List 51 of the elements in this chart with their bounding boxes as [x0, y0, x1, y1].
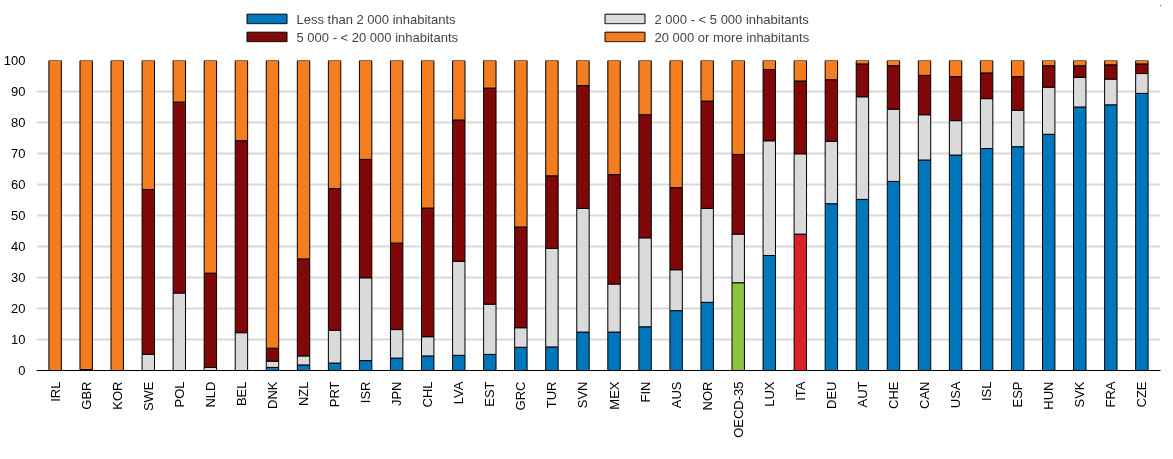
- x-tick-label: ISL: [979, 381, 995, 402]
- y-tick-label: 50: [11, 208, 26, 223]
- x-tick-label: JPN: [389, 381, 405, 407]
- x-tick-label: SVK: [1072, 381, 1088, 408]
- legend-label: 20 000 or more inhabitants: [654, 29, 811, 44]
- x-tick-label: EST: [482, 381, 498, 407]
- x-tick-label: AUT: [854, 381, 870, 408]
- x-tick-label: CHL: [420, 381, 436, 408]
- x-tick-label: CAN: [917, 381, 933, 409]
- x-tick-label: ITA: [792, 381, 808, 401]
- x-tick-label: NOR: [699, 381, 715, 411]
- x-tick-label: FIN: [637, 381, 653, 403]
- legend-label: 2 000 - < 5 000 inhabitants: [654, 11, 810, 26]
- x-tick-label: OECD-35: [730, 381, 746, 438]
- x-tick-label: HUN: [1041, 381, 1057, 410]
- legend-label: Less than 2 000 inhabitants: [296, 11, 457, 26]
- y-tick-label: 60: [11, 177, 26, 192]
- y-tick-label: 40: [11, 239, 26, 254]
- y-tick-label: 20: [11, 301, 26, 316]
- x-tick-label: DNK: [264, 381, 280, 409]
- x-tick-label: GBR: [78, 381, 94, 410]
- x-tick-label: SVN: [575, 381, 591, 409]
- x-tick-label: LUX: [761, 381, 777, 407]
- x-tick-label: GRC: [513, 381, 529, 411]
- x-tick-label: NLD: [202, 381, 218, 408]
- legend-label: 5 000 - < 20 000 inhabitants: [296, 29, 460, 44]
- x-tick-label: MEX: [606, 381, 622, 410]
- x-tick-label: BEL: [233, 381, 249, 407]
- x-tick-label: TUR: [544, 381, 560, 409]
- x-tick-label: POL: [171, 381, 187, 408]
- x-tick-label: SWE: [140, 381, 156, 412]
- x-tick-label: CZE: [1134, 381, 1150, 408]
- y-tick-label: 90: [11, 84, 26, 99]
- x-tick-label: LVA: [451, 381, 467, 405]
- x-tick-label: NZL: [296, 381, 312, 407]
- x-tick-label: USA: [948, 381, 964, 409]
- x-tick-label: FRA: [1103, 381, 1119, 408]
- y-tick-label: 10: [11, 332, 26, 347]
- y-tick-label: 100: [3, 53, 26, 68]
- x-tick-label: ESP: [1010, 381, 1026, 408]
- y-tick-label: 0: [18, 363, 26, 378]
- x-tick-label: AUS: [668, 381, 684, 409]
- x-tick-label: KOR: [109, 381, 125, 410]
- x-tick-label: ISR: [358, 381, 374, 404]
- x-tick-label: DEU: [823, 381, 839, 409]
- x-tick-label: PRT: [327, 381, 343, 408]
- y-tick-label: 30: [11, 270, 26, 285]
- x-tick-label: IRL: [47, 381, 63, 402]
- y-tick-label: 70: [11, 146, 26, 161]
- x-tick-label: CHE: [885, 381, 901, 409]
- y-tick-label: 80: [11, 115, 26, 130]
